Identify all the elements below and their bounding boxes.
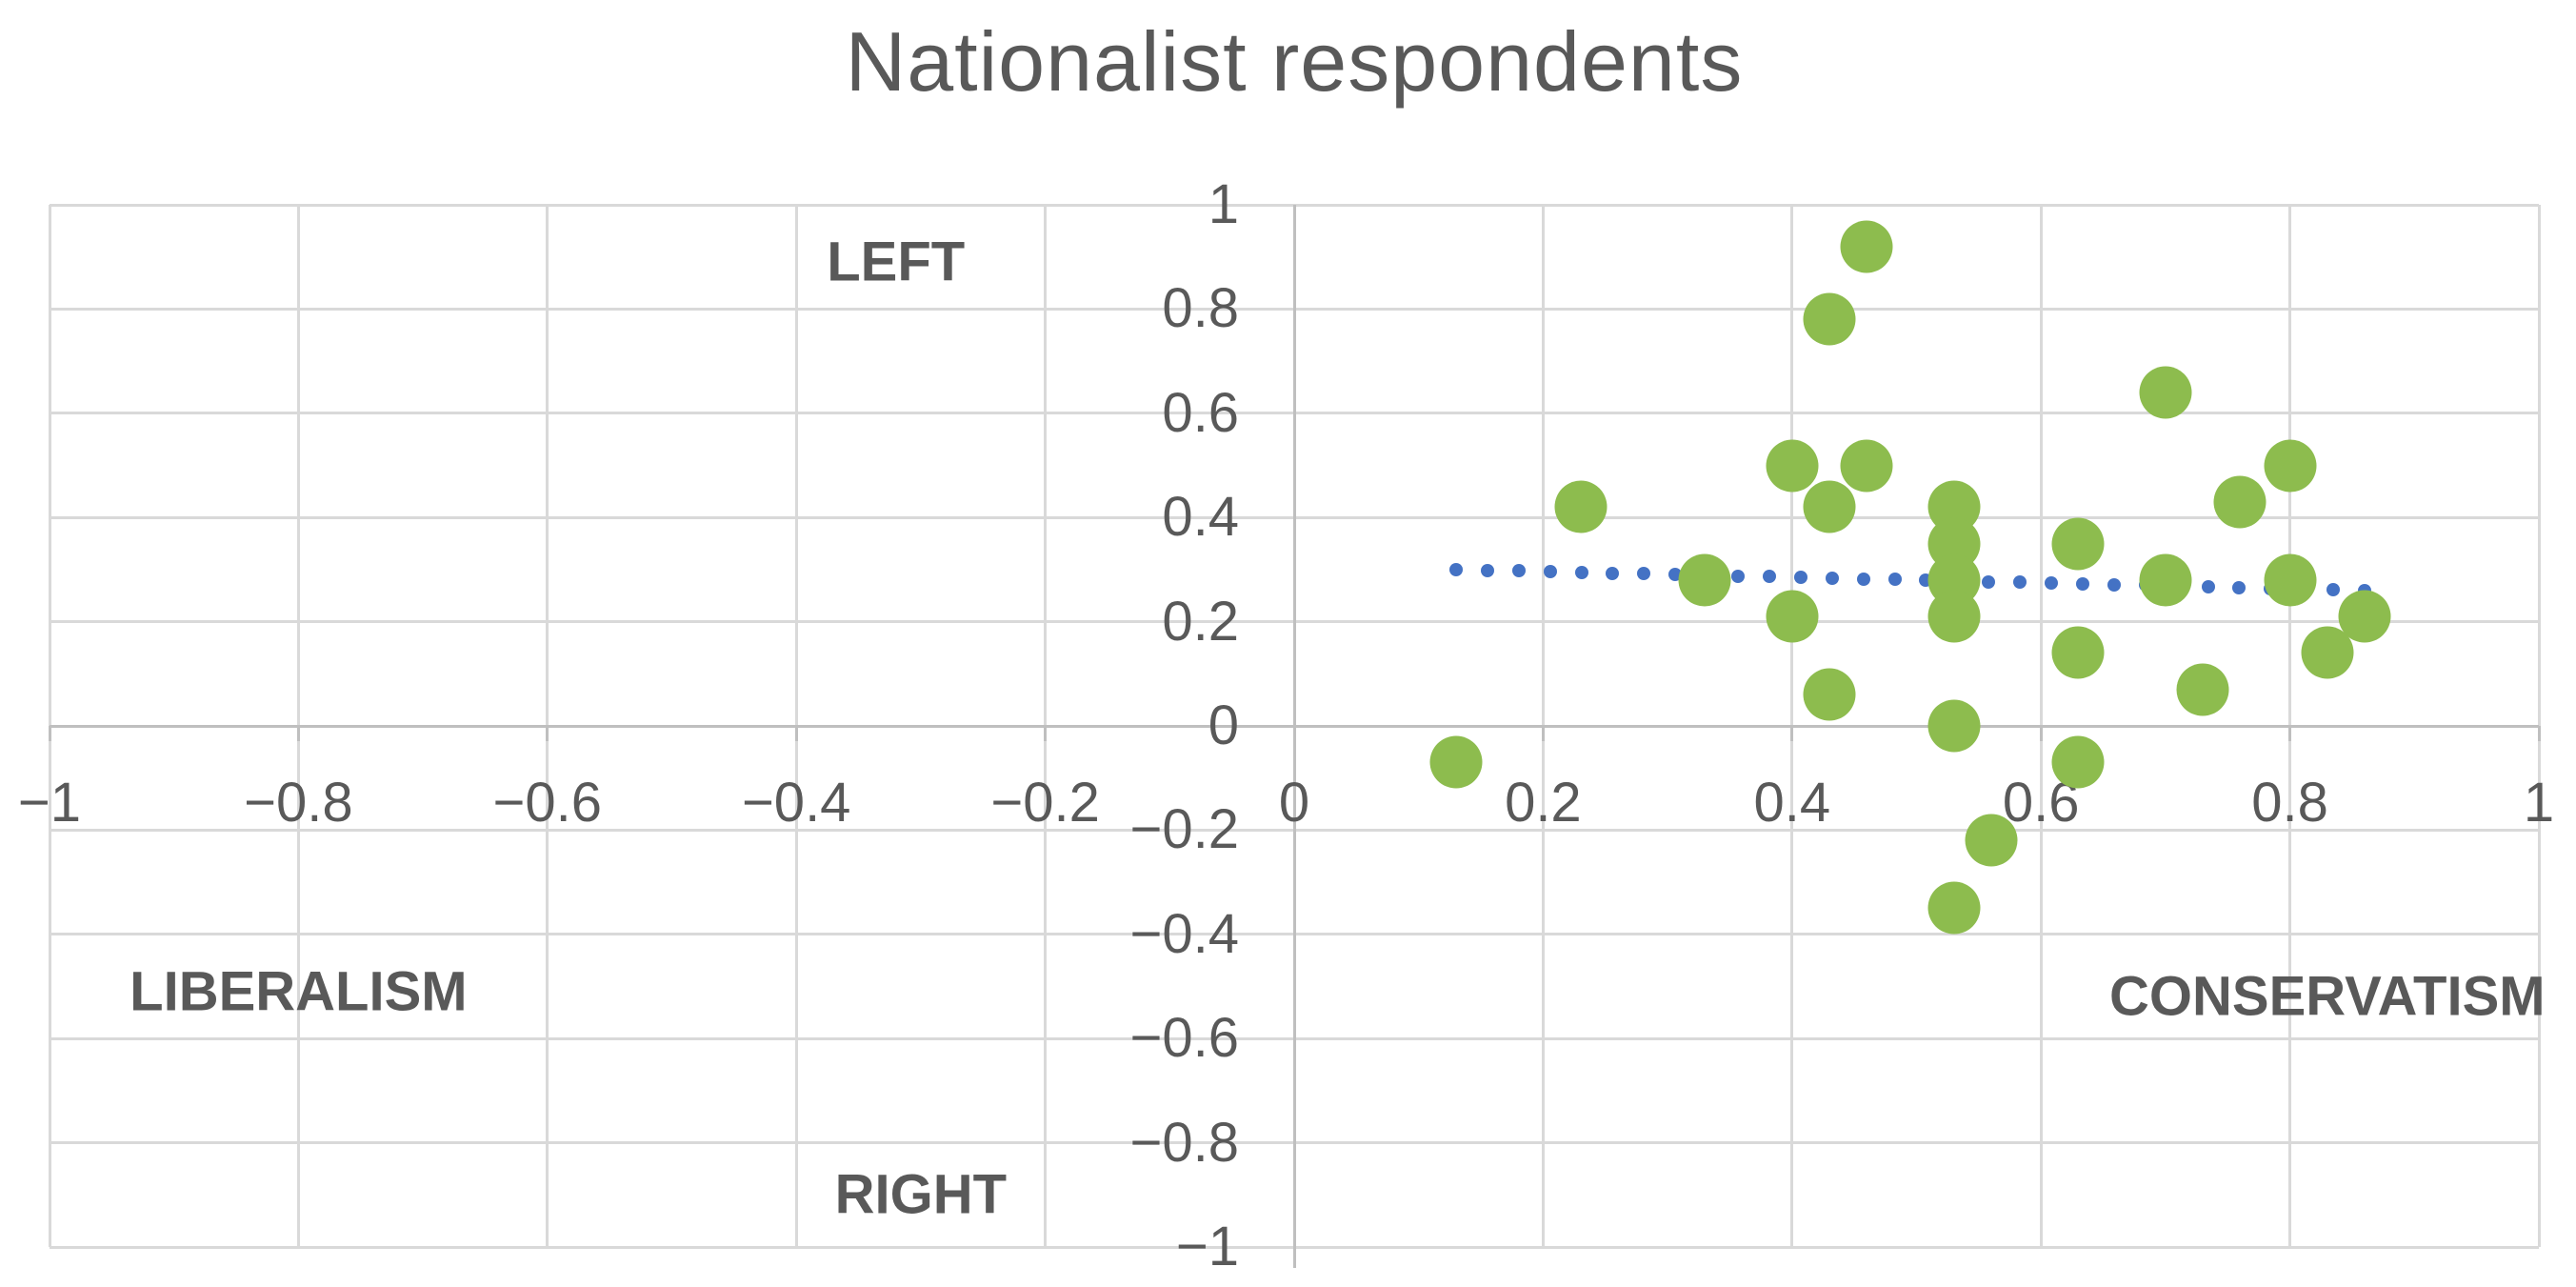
trendline-dot — [1982, 574, 1996, 589]
scatter-point — [2139, 366, 2192, 419]
quadrant-label-liberalism: LIBERALISM — [130, 960, 468, 1023]
y-tick-label: 0.4 — [1162, 486, 1239, 549]
scatter-point — [1840, 439, 1893, 492]
trendline-dot — [2045, 576, 2059, 591]
x-tick-label: 0.2 — [1505, 772, 1582, 834]
y-tick-label: −1 — [1175, 1216, 1239, 1277]
scatter-point — [1927, 699, 1981, 753]
quadrant-label-right: RIGHT — [834, 1163, 1008, 1226]
x-tick-label: 0.6 — [2002, 772, 2080, 834]
trendline-dot — [2232, 580, 2247, 594]
y-tick-label: 0.6 — [1162, 381, 1239, 444]
y-tick-label: 0.2 — [1162, 590, 1239, 653]
x-tick-label: 0.8 — [2251, 772, 2328, 834]
scatter-point — [2301, 626, 2354, 679]
scatter-point — [1766, 590, 1819, 643]
quadrant-label-conservatism: CONSERVATISM — [2108, 965, 2546, 1028]
x-tick-label: −1 — [17, 772, 82, 834]
trendline-dot — [1448, 562, 1463, 576]
trendline-dot — [2326, 583, 2341, 597]
x-axis-tick — [1541, 726, 1545, 741]
trendline-dot — [1887, 573, 1902, 587]
x-axis-tick — [2537, 726, 2541, 741]
y-tick-label: −0.2 — [1129, 798, 1240, 861]
scatter-point — [2264, 553, 2317, 607]
scatter-point — [2139, 553, 2192, 607]
x-axis-tick — [1292, 726, 1296, 741]
trendline-dot — [1762, 570, 1776, 584]
trendline-dot — [2107, 577, 2121, 592]
x-axis-tick — [48, 726, 51, 741]
scatter-point — [1840, 220, 1893, 273]
x-axis-tick — [1790, 726, 1794, 741]
scatter-point — [1803, 292, 1856, 346]
trendline-dot — [2075, 576, 2089, 591]
trendline-dot — [1543, 565, 1557, 579]
scatter-point — [1429, 735, 1483, 789]
y-tick-label: 0 — [1208, 694, 1239, 756]
trendline-dot — [2201, 580, 2215, 593]
scatter-point — [1803, 668, 1856, 721]
scatter-point — [2264, 439, 2317, 492]
trendline-dot — [1480, 563, 1494, 577]
y-tick-label: −0.8 — [1129, 1111, 1240, 1174]
x-axis-tick — [2039, 726, 2043, 741]
y-tick-label: 0.8 — [1162, 277, 1239, 340]
scatter-point — [2051, 735, 2105, 789]
trendline-dot — [1731, 569, 1745, 583]
scatter-point — [1678, 553, 1731, 607]
x-tick-label: 1 — [2523, 772, 2555, 834]
scatter-point — [2213, 475, 2266, 529]
quadrant-label-left: LEFT — [827, 231, 966, 293]
trendline-dot — [2013, 575, 2027, 590]
trendline-dot — [1825, 571, 1839, 585]
scatter-point — [2051, 517, 2105, 571]
scatter-point — [1766, 439, 1819, 492]
x-axis-tick — [296, 726, 300, 741]
scatter-point — [1803, 480, 1856, 533]
y-tick-label: 1 — [1208, 173, 1239, 235]
scatter-point — [1927, 881, 1981, 935]
x-axis-tick — [794, 726, 798, 741]
x-axis-tick — [1044, 726, 1048, 741]
scatter-point — [2176, 663, 2229, 716]
trendline-dot — [1511, 564, 1526, 578]
x-tick-label: 0 — [1278, 772, 1310, 834]
x-tick-label: −0.2 — [990, 772, 1100, 834]
scatter-point — [1965, 814, 2018, 867]
chart-title: Nationalist respondents — [845, 14, 1744, 109]
x-tick-label: 0.4 — [1753, 772, 1831, 834]
scatter-point — [1927, 590, 1981, 643]
trendline-dot — [1856, 572, 1870, 586]
trendline-dot — [1606, 566, 1620, 580]
y-tick-label: −0.4 — [1129, 902, 1240, 965]
scatter-point — [1554, 480, 1608, 533]
y-tick-label: −0.6 — [1129, 1007, 1240, 1070]
trendline-dot — [1668, 568, 1683, 582]
trendline-dot — [1574, 565, 1588, 579]
scatter-point — [2051, 626, 2105, 679]
x-tick-label: −0.6 — [492, 772, 603, 834]
x-tick-label: −0.8 — [244, 772, 353, 834]
x-axis-tick — [546, 726, 549, 741]
scatter-point — [2338, 590, 2391, 643]
x-tick-label: −0.4 — [741, 772, 851, 834]
x-axis-tick — [2288, 726, 2292, 741]
trendline-dot — [1637, 567, 1651, 581]
trendline-dot — [1793, 571, 1807, 585]
